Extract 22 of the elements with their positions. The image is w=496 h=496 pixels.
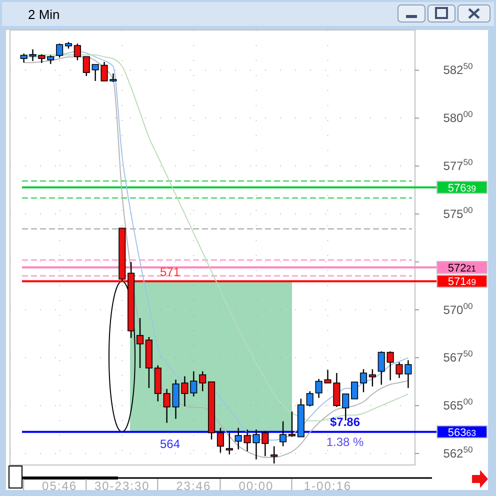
annotation: 571 xyxy=(160,265,180,280)
chart-title: 2 Min xyxy=(28,7,60,22)
ref-line-label: 57639 xyxy=(448,182,476,194)
y-tick-label: 582$^{50}$ xyxy=(443,61,474,78)
y-tick-label: 575$^{00}$ xyxy=(443,204,474,221)
ref-line-label: 57149 xyxy=(448,276,476,288)
ref-line-label: 57221 xyxy=(448,262,476,274)
y-tick-label: 567$^{50}$ xyxy=(443,348,474,365)
y-tick-label: 580$^{00}$ xyxy=(443,109,474,126)
y-tick-label: 577$^{50}$ xyxy=(443,157,474,174)
y-tick-label: 565$^{00}$ xyxy=(443,396,474,413)
annotation: 564 xyxy=(160,436,180,451)
y-tick-label: 562$^{50}$ xyxy=(443,444,474,460)
annotation: $7.86 xyxy=(330,414,360,429)
x-tick-label: 1-00:16 xyxy=(304,479,352,493)
ref-line-label: 56363 xyxy=(448,426,476,439)
y-tick-label: 570$^{00}$ xyxy=(443,300,474,317)
x-tick-label: 30-23:30 xyxy=(94,479,150,493)
annotation: 1.38 % xyxy=(326,434,364,449)
x-tick-label: 00:00 xyxy=(238,479,274,493)
x-tick-label: 05:46 xyxy=(42,479,78,493)
x-tick-label: 23:46 xyxy=(176,479,212,493)
